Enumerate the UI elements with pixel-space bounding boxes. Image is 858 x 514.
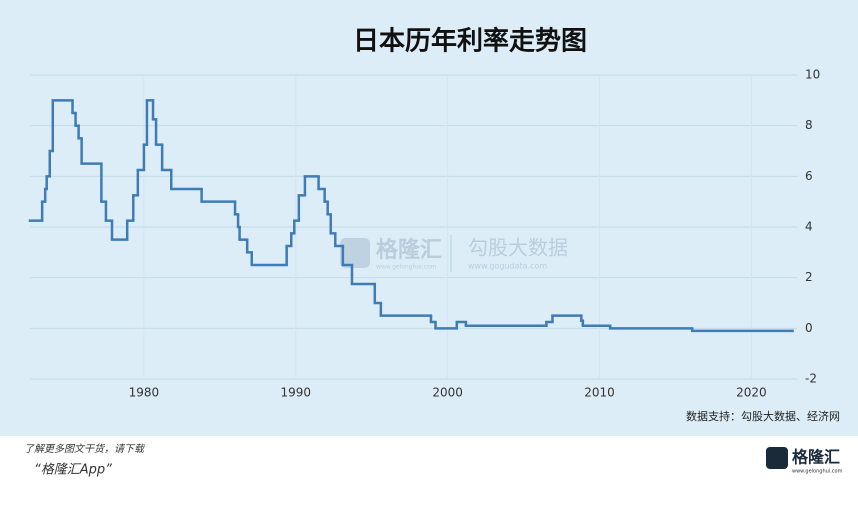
footer-line1: 了解更多图文干货，请下载 (24, 443, 146, 455)
footer-line2: “格隆汇App” (34, 463, 112, 478)
x-tick-label: 2020 (736, 386, 767, 400)
watermark-icon (340, 238, 370, 268)
x-tick-label: 1980 (129, 386, 160, 400)
x-tick-label: 2000 (432, 386, 463, 400)
source-note: 数据支持：勾股大数据、经济网 (686, 409, 840, 423)
y-tick-label: 8 (805, 118, 813, 132)
y-tick-label: 0 (805, 321, 813, 335)
footer-logo-url: www.gelonghui.com (792, 469, 843, 475)
watermark-brand: 格隆汇 (376, 237, 442, 263)
footer-logo: 格隆汇 (792, 448, 840, 467)
y-tick-label: -2 (805, 372, 817, 386)
y-tick-label: 10 (805, 68, 820, 82)
x-tick-label: 1990 (281, 386, 312, 400)
y-tick-label: 2 (805, 270, 813, 284)
watermark-partner-url: www.gogudata.com (468, 262, 547, 271)
footer-logo-icon (766, 447, 788, 469)
y-tick-label: 4 (805, 220, 813, 234)
watermark-brand-url: www.gelonghui.com (376, 264, 437, 271)
y-tick-label: 6 (805, 169, 813, 183)
footer-background (0, 436, 858, 514)
chart-background (0, 0, 858, 436)
chart-title: 日本历年利率走势图 (353, 26, 587, 57)
watermark: 格隆汇 www.gelonghui.com 勾股大数据 www.gogudata… (340, 235, 568, 272)
x-tick-label: 2010 (584, 386, 615, 400)
watermark-partner: 勾股大数据 (468, 236, 568, 260)
